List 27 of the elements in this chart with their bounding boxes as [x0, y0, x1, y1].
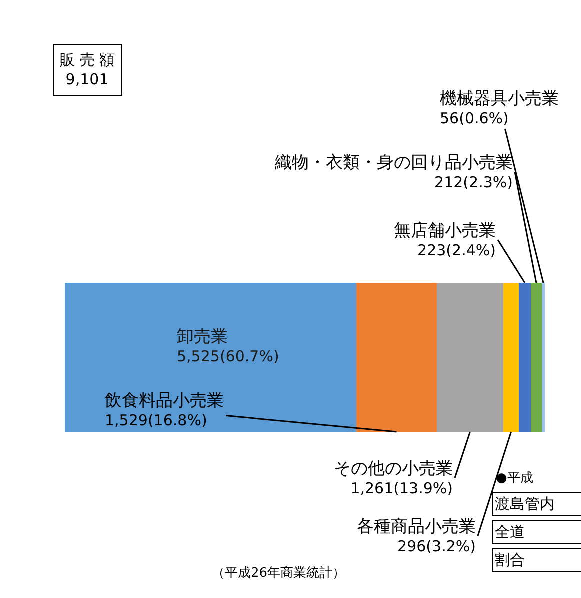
series-label: 卸売業: [177, 327, 228, 347]
data-label: 296(3.2%): [398, 538, 476, 556]
chart-title: 販 売 額: [60, 51, 115, 69]
text: 全道: [495, 523, 525, 541]
text: 渡島管内: [495, 495, 555, 513]
data-label: 1,529(16.8%): [105, 412, 208, 430]
bar: [519, 283, 531, 432]
text: 飲食料品小売業: [105, 391, 224, 411]
text: 割合: [495, 551, 525, 569]
data-label: 1,261(13.9%): [350, 480, 453, 498]
bar: [356, 283, 437, 432]
text: 各種商品小売業: [357, 517, 476, 537]
data-label: 56(0.6%): [440, 110, 509, 128]
data-label: 212(2.3%): [434, 174, 513, 192]
text: 無店舗小売業: [394, 221, 496, 241]
chart-subtitle: 9,101: [66, 70, 109, 88]
bar: [504, 283, 520, 432]
text: 機械器具小売業: [440, 89, 559, 109]
bar: [542, 283, 545, 432]
data-label: 5,525(60.7%): [177, 348, 280, 366]
text: （平成26年商業統計）: [212, 566, 346, 581]
bar: [437, 283, 504, 432]
text: 織物・衣類・身の回り品小売業: [274, 153, 513, 173]
text: ●平成: [496, 471, 534, 486]
data-label: 223(2.4%): [418, 242, 496, 260]
series-label: その他の小売業: [334, 459, 453, 479]
bar: [530, 283, 542, 432]
